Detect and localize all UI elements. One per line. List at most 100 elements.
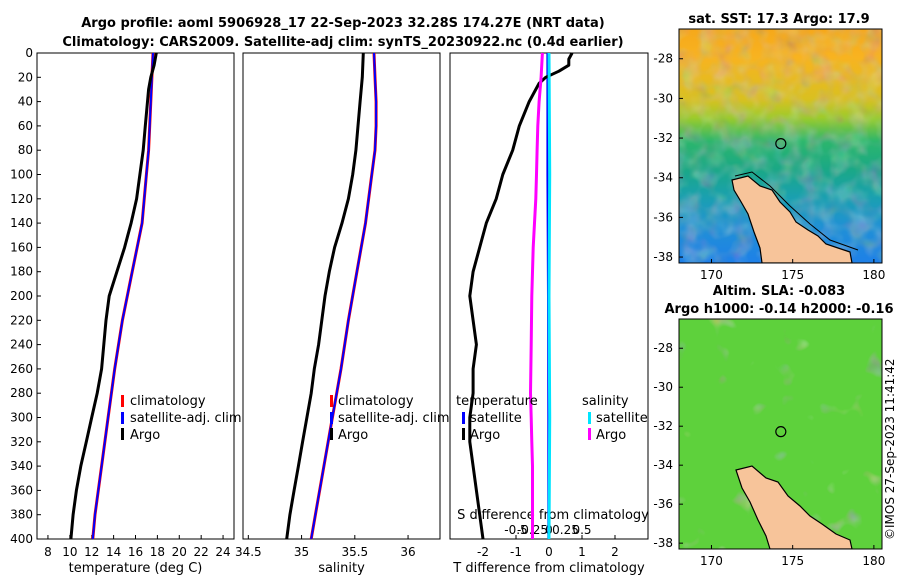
legend-swatch-climatology — [121, 395, 124, 407]
map-y-tick-label: -34 — [653, 171, 673, 185]
y-tick-label: 140 — [10, 216, 33, 230]
difference-legend: temperature satellite Argo salinity sate… — [456, 394, 648, 443]
x-tick-label: 12 — [84, 545, 99, 559]
legend-label-temp-satellite: satellite — [470, 411, 522, 426]
legend-swatch-sal-argo — [588, 428, 591, 440]
difference-panel: -2 -1 0 1 2 T difference from climatology S di… — [449, 52, 649, 576]
legend-swatch-temp-argo — [462, 428, 465, 440]
series-line-salinity-argo — [529, 52, 544, 539]
x-axis-label: T difference from climatology — [452, 561, 645, 576]
y-tick-label: 60 — [18, 119, 33, 133]
x-axis-label: salinity — [318, 561, 365, 576]
map-x-tick-label: 180 — [862, 554, 885, 568]
map-x-tick-label: 170 — [700, 554, 723, 568]
figure-title-line2: Climatology: CARS2009. Satellite-adj cli… — [62, 35, 623, 50]
secondary-x-tick-label: 0.25 — [552, 523, 579, 537]
y-tick-label: 340 — [10, 459, 33, 473]
plot-frame — [36, 52, 235, 540]
legend-swatch-satellite-adj — [330, 412, 333, 424]
y-tick-label: 240 — [10, 338, 33, 352]
map-y-tick-label: -28 — [653, 52, 673, 66]
legend-heading-temperature: temperature — [456, 394, 538, 409]
map-y-tick-label: -38 — [653, 250, 673, 264]
y-tick-label: 220 — [10, 313, 33, 327]
series-line-satellite-adj-clim — [310, 52, 378, 540]
y-tick-label: 360 — [10, 483, 33, 497]
argo-profile-marker — [775, 138, 787, 150]
map-y-tick-label: -28 — [653, 341, 673, 355]
x-tick-label: -2 — [477, 545, 489, 559]
argo-profile-marker — [775, 426, 787, 438]
bathymetry-contour — [734, 171, 859, 251]
sst-map-title: sat. SST: 17.3 Argo: 17.9 — [688, 12, 869, 27]
legend-label-satellite-adj: satellite-adj. clim — [338, 411, 450, 426]
x-tick-label: 35.5 — [341, 545, 368, 559]
y-tick-label: 160 — [10, 240, 33, 254]
series-line-argo — [69, 52, 158, 540]
sst-map-axes: 170 175 180 -28 -30 -32 -34 -36 -38 — [653, 52, 885, 282]
secondary-x-tick-label: 0.5 — [572, 523, 591, 537]
salinity-panel: 34.5 35 35.5 36 salinity — [235, 52, 441, 576]
y-tick-label: 260 — [10, 362, 33, 376]
map-x-tick-label: 175 — [781, 554, 804, 568]
secondary-x-axis-label: S difference from climatology — [457, 508, 649, 523]
legend-swatch-temp-satellite — [462, 412, 465, 424]
legend-label-sal-satellite: satellite — [596, 411, 648, 426]
map-x-tick-label: 180 — [862, 268, 885, 282]
landmass-new-zealand — [731, 175, 853, 263]
plot-frame — [242, 52, 441, 540]
map-y-tick-label: -36 — [653, 210, 673, 224]
x-tick-label: 8 — [44, 545, 52, 559]
legend-heading-salinity: salinity — [582, 394, 629, 409]
x-tick-label: -1 — [510, 545, 522, 559]
sla-map-frame — [678, 318, 883, 550]
y-tick-label: 180 — [10, 265, 33, 279]
legend-label-climatology: climatology — [338, 394, 414, 409]
x-tick-label: 18 — [150, 545, 165, 559]
legend-label-satellite-adj: satellite-adj. clim — [130, 411, 242, 426]
sst-map — [679, 29, 882, 263]
map-y-tick-label: -36 — [653, 497, 673, 511]
map-x-tick-label: 175 — [781, 268, 804, 282]
map-x-tick-label: 170 — [700, 268, 723, 282]
x-axis-label: temperature (deg C) — [69, 561, 203, 576]
legend-swatch-sal-satellite — [588, 412, 591, 424]
x-tick-label: 16 — [128, 545, 143, 559]
temperature-panel: 0 20 40 60 80 100 120 140 160 180 200 220 240 260 280 3… — [10, 46, 235, 576]
temperature-legend: climatology satellite-adj. clim Argo — [121, 394, 242, 443]
map-y-tick-label: -32 — [653, 131, 673, 145]
series-line-salinity-satellite — [547, 52, 552, 540]
x-tick-label: 1 — [578, 545, 586, 559]
map-y-tick-label: -30 — [653, 91, 673, 105]
sla-map — [679, 319, 882, 549]
x-tick-label: 0 — [545, 545, 553, 559]
legend-swatch-argo — [121, 428, 124, 440]
y-tick-label: 300 — [10, 411, 33, 425]
secondary-x-tick-label: -0.5 — [504, 523, 527, 537]
legend-label-climatology: climatology — [130, 394, 206, 409]
series-line-temperature-argo — [468, 52, 574, 540]
copyright-stamp: ©IMOS 27-Sep-2023 11:41:42 — [883, 358, 897, 540]
y-tick-label: 320 — [10, 435, 33, 449]
map-y-tick-label: -30 — [653, 380, 673, 394]
sla-map-title-line1: Altim. SLA: -0.083 — [713, 284, 845, 299]
series-line-argo — [285, 52, 365, 540]
series-line-satellite-adj-clim — [91, 52, 154, 540]
x-tick-label: 24 — [215, 545, 230, 559]
figure-title-line1: Argo profile: aoml 5906928_17 22-Sep-202… — [81, 16, 605, 31]
map-y-tick-label: -32 — [653, 419, 673, 433]
map-y-tick-label: -38 — [653, 536, 673, 550]
x-tick-label: 20 — [172, 545, 187, 559]
x-tick-label: 36 — [400, 545, 415, 559]
x-tick-label: 34.5 — [235, 545, 262, 559]
y-tick-label: 400 — [10, 532, 33, 546]
sla-map-title-line2: Argo h1000: -0.14 h2000: -0.16 — [664, 302, 893, 317]
y-tick-label: 200 — [10, 289, 33, 303]
x-tick-label: 10 — [62, 545, 77, 559]
x-tick-label: 2 — [611, 545, 619, 559]
legend-swatch-argo — [330, 428, 333, 440]
legend-label-argo: Argo — [130, 428, 160, 443]
legend-label-temp-argo: Argo — [470, 428, 500, 443]
y-tick-label: 40 — [18, 95, 33, 109]
